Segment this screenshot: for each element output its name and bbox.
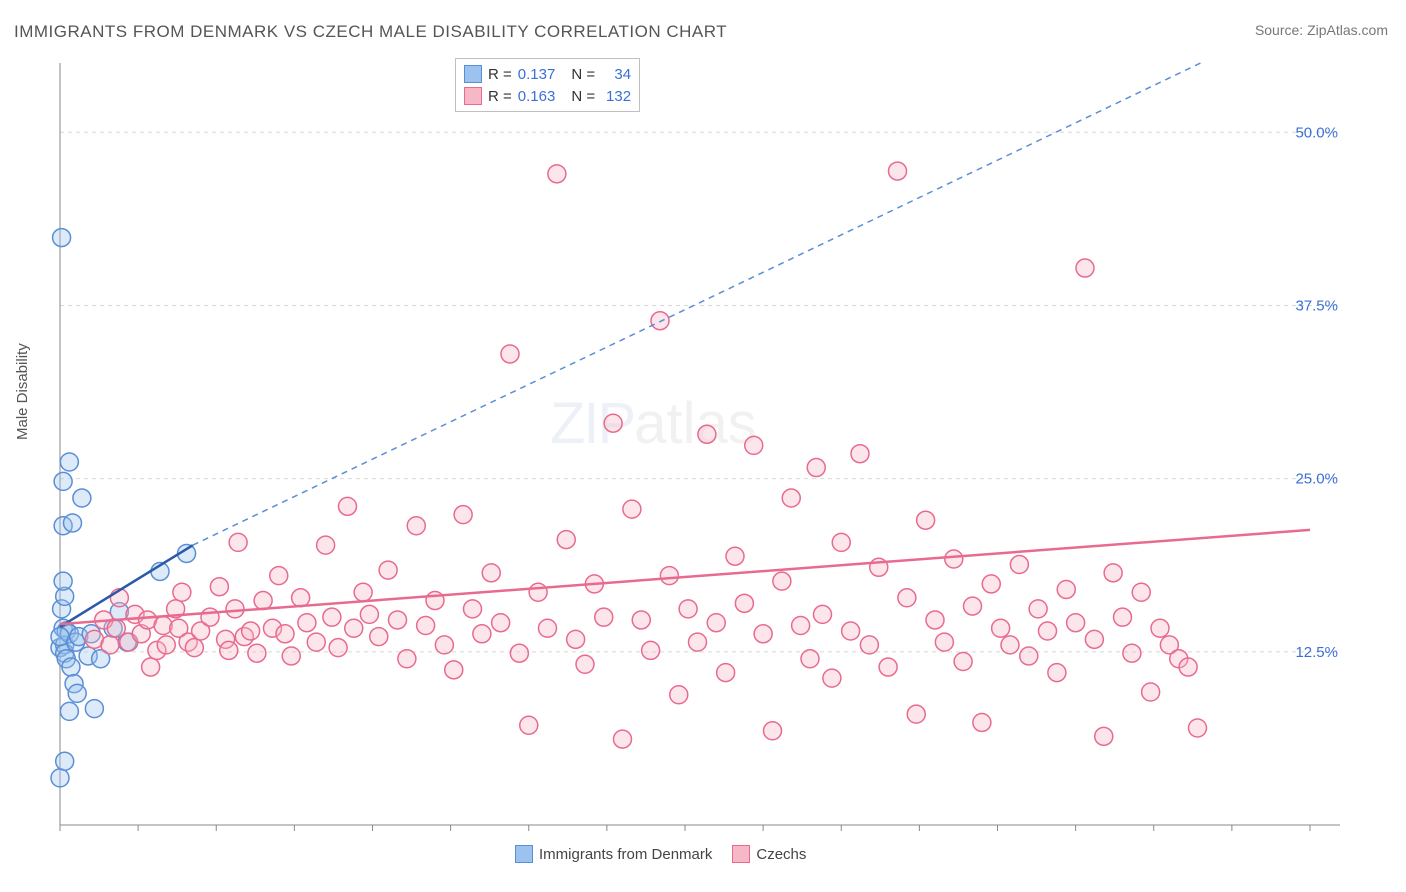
n-value-denmark: 34	[601, 66, 631, 83]
axes	[60, 63, 1340, 831]
r-value-denmark: 0.137	[518, 66, 556, 83]
chart-area: 0.0% 80.0% 12.5% 25.0% 37.5% 50.0%	[50, 55, 1350, 835]
swatch-denmark-bottom	[515, 845, 533, 863]
svg-text:12.5%: 12.5%	[1295, 644, 1338, 661]
legend-item-denmark: Immigrants from Denmark	[515, 845, 712, 863]
r-label: R =	[488, 66, 512, 83]
tick-labels: 0.0% 80.0% 12.5% 25.0% 37.5% 50.0%	[50, 124, 1349, 835]
n-label: N =	[571, 66, 595, 83]
legend-row-czechs: R = 0.163 N = 132	[464, 85, 631, 107]
legend-label-denmark: Immigrants from Denmark	[539, 846, 712, 863]
r-label: R =	[488, 88, 512, 105]
y-axis-label: Male Disability	[14, 343, 31, 440]
svg-text:80.0%: 80.0%	[1307, 834, 1350, 835]
gridlines	[60, 132, 1340, 652]
n-value-czechs: 132	[601, 88, 631, 105]
swatch-czechs-bottom	[732, 845, 750, 863]
correlation-legend: R = 0.137 N = 34 R = 0.163 N = 132	[455, 58, 640, 112]
series-legend: Immigrants from Denmark Czechs	[515, 845, 806, 863]
svg-text:25.0%: 25.0%	[1295, 471, 1338, 488]
svg-text:37.5%: 37.5%	[1295, 297, 1338, 314]
legend-item-czechs: Czechs	[732, 845, 806, 863]
n-label: N =	[571, 88, 595, 105]
svg-text:0.0%: 0.0%	[50, 834, 83, 835]
swatch-denmark	[464, 65, 482, 83]
swatch-czechs	[464, 87, 482, 105]
scatter-plot-svg: 0.0% 80.0% 12.5% 25.0% 37.5% 50.0%	[50, 55, 1350, 835]
legend-row-denmark: R = 0.137 N = 34	[464, 63, 631, 85]
data-points	[51, 162, 1207, 787]
r-value-czechs: 0.163	[518, 88, 556, 105]
svg-text:50.0%: 50.0%	[1295, 124, 1338, 141]
source-attribution: Source: ZipAtlas.com	[1255, 22, 1388, 38]
legend-label-czechs: Czechs	[756, 846, 806, 863]
chart-title: IMMIGRANTS FROM DENMARK VS CZECH MALE DI…	[14, 22, 727, 42]
